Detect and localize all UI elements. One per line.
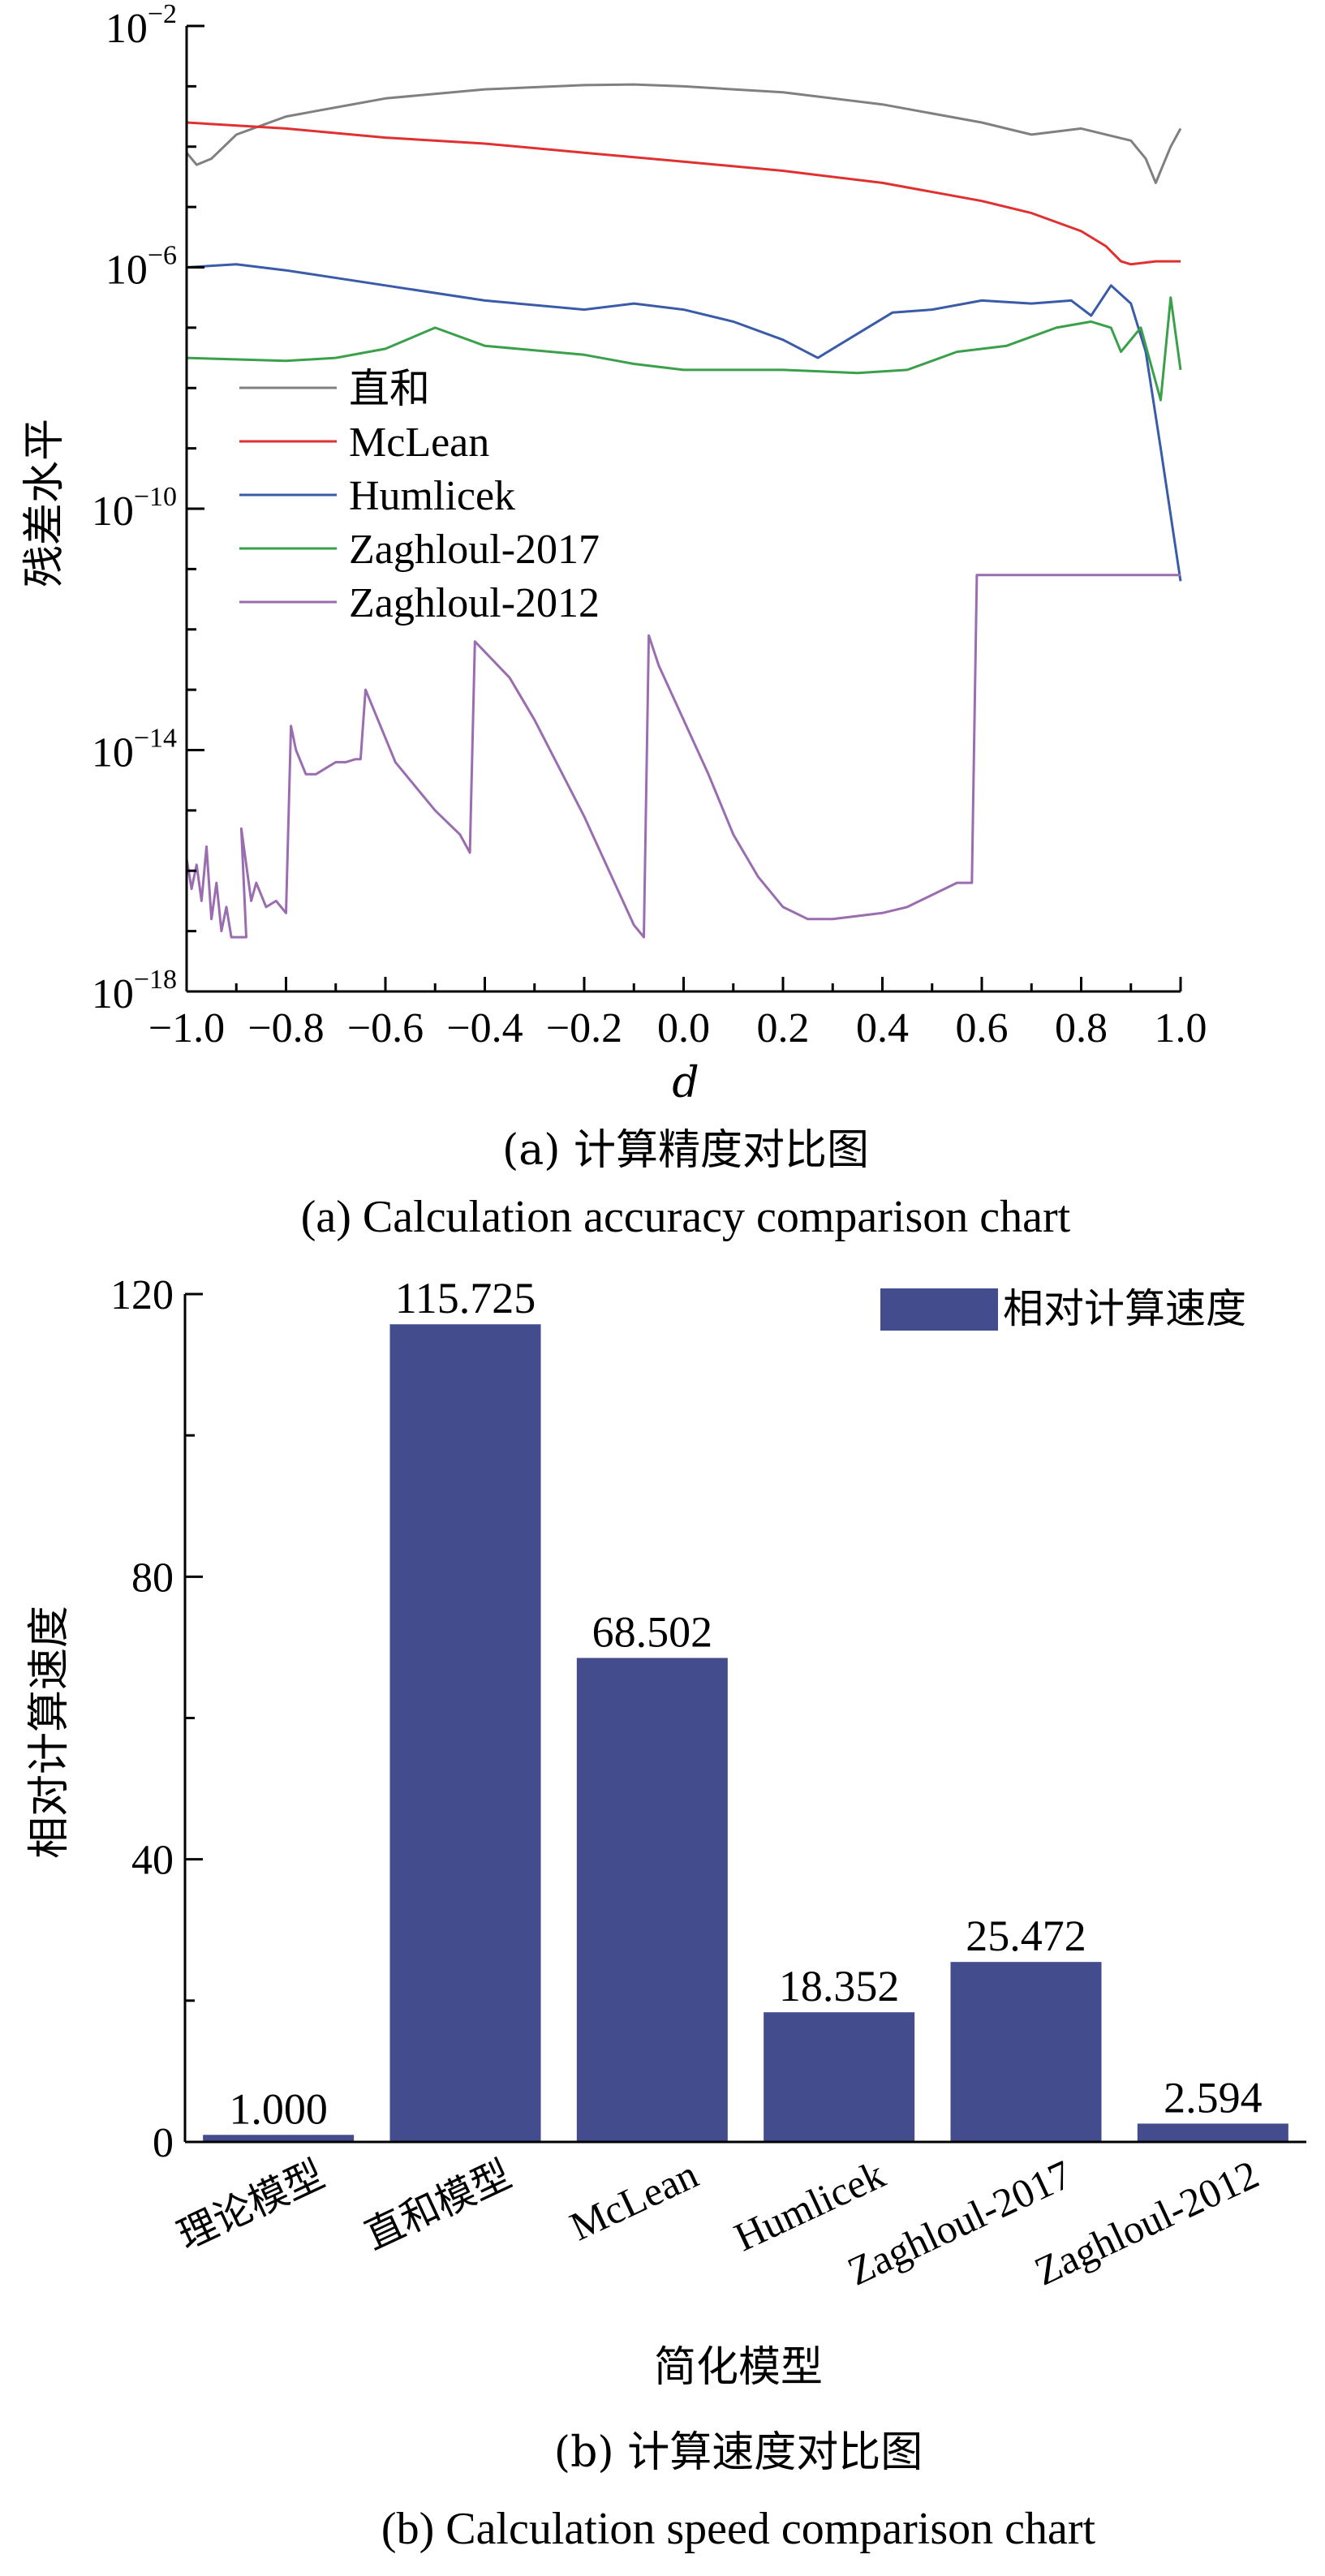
x-tick-label-1: −0.8: [247, 1005, 324, 1051]
category-label-0: 理论模型: [171, 2152, 332, 2259]
y-tick-base: 10: [92, 971, 134, 1017]
speed-legend: 相对计算速度: [880, 1285, 1246, 1332]
x-tick-label-7: 0.4: [856, 1005, 909, 1051]
y-tick-base: 10: [92, 730, 134, 776]
accuracy-x-ticks: −1.0 −0.8 −0.6 −0.4 −0.2 0.0 0.2 0.4 0.6 0.8 1.0: [148, 977, 1207, 1051]
accuracy-series-lines: [185, 83, 1182, 939]
y-tick-exponent: −10: [134, 482, 177, 512]
legend-label-3: Zaghloul-2017: [349, 527, 600, 573]
x-tick-label-3: −0.4: [446, 1005, 523, 1051]
speed-bars: 1.000 115.725 68.502 18.352 25.472 2.594: [203, 1274, 1288, 2142]
series-line-3: [186, 296, 1182, 402]
accuracy-y-axis-title: 残差水平: [20, 419, 69, 587]
y-tick-label-0: 10−2: [105, 0, 177, 52]
x-tick-label-4: −0.2: [546, 1005, 622, 1051]
y-tick-exponent: −2: [148, 0, 177, 29]
y-tick-label-1: 40: [131, 1838, 174, 1884]
bar-3: [764, 2012, 915, 2142]
y-tick-label-4: 10−18: [92, 965, 177, 1017]
bar-0: [203, 2135, 355, 2142]
speed-y-ticks: 0 40 80 120: [110, 1272, 203, 2166]
legend-label-4: Zaghloul-2012: [349, 580, 600, 626]
bar-4: [950, 1962, 1102, 2142]
y-tick-label-2: 10−10: [92, 482, 177, 535]
series-line-4: [185, 574, 1181, 939]
legend-swatch: [880, 1288, 998, 1331]
y-tick-exponent: −18: [134, 965, 177, 995]
caption-a-english: (a) Calculation accuracy comparison char…: [301, 1192, 1071, 1242]
category-label-1: 直和模型: [358, 2152, 518, 2259]
speed-y-axis-title: 相对计算速度: [25, 1606, 74, 1859]
speed-x-axis-title: 简化模型: [654, 2343, 823, 2392]
legend-label-1: McLean: [349, 419, 489, 466]
x-tick-label-10: 1.0: [1155, 1005, 1207, 1051]
y-tick-base: 10: [92, 488, 134, 535]
y-tick-base: 10: [105, 247, 148, 294]
y-tick-label-3: 10−14: [92, 724, 177, 776]
y-tick-label-1: 10−6: [105, 241, 177, 294]
y-tick-exponent: −14: [134, 724, 177, 754]
bar-value-label-1: 115.725: [395, 1274, 536, 1322]
bar-2: [576, 1658, 728, 2142]
x-tick-label-0: −1.0: [148, 1005, 225, 1051]
x-tick-label-2: −0.6: [347, 1005, 424, 1051]
bar-value-label-0: 1.000: [229, 2084, 328, 2133]
caption-b-english: (b) Calculation speed comparison chart: [381, 2504, 1096, 2554]
series-line-0: [185, 83, 1182, 184]
y-tick-label-2: 80: [131, 1555, 174, 1601]
y-tick-label-3: 120: [110, 1272, 174, 1318]
accuracy-x-axis-title: d: [672, 1059, 699, 1107]
series-line-2: [186, 263, 1182, 582]
x-tick-label-5: 0.0: [657, 1005, 710, 1051]
bar-value-label-3: 18.352: [779, 1962, 900, 2010]
y-tick-base: 10: [105, 6, 148, 52]
legend-label-2: Humlicek: [349, 473, 515, 519]
bar-5: [1137, 2123, 1288, 2142]
y-tick-exponent: −6: [148, 241, 177, 271]
x-tick-label-8: 0.6: [956, 1005, 1009, 1051]
caption-a-chinese: (a) 计算精度对比图: [502, 1126, 869, 1175]
legend-label-0: 直和: [349, 365, 430, 412]
bar-value-label-5: 2.594: [1164, 2073, 1263, 2122]
x-tick-label-9: 0.8: [1055, 1005, 1108, 1051]
category-label-2: McLean: [563, 2151, 705, 2249]
legend-label: 相对计算速度: [1003, 1285, 1246, 1332]
speed-chart: 1.000 115.725 68.502 18.352 25.472 2.594 0 40 8…: [25, 1272, 1306, 2554]
bar-1: [389, 1324, 541, 2142]
series-line-1: [186, 121, 1181, 266]
bar-value-label-4: 25.472: [966, 1912, 1086, 1960]
bar-value-label-2: 68.502: [592, 1607, 713, 1656]
x-tick-label-6: 0.2: [757, 1005, 810, 1051]
y-tick-label-0: 0: [153, 2120, 174, 2166]
accuracy-legend: 直和 McLean Humlicek Zaghloul-2017 Zaghloul-20…: [239, 365, 600, 626]
speed-category-labels: 理论模型 直和模型 McLean HumlicekZaghloul-2017Zaghl…: [171, 2151, 1266, 2294]
caption-b-chinese: (b) 计算速度对比图: [554, 2428, 923, 2477]
